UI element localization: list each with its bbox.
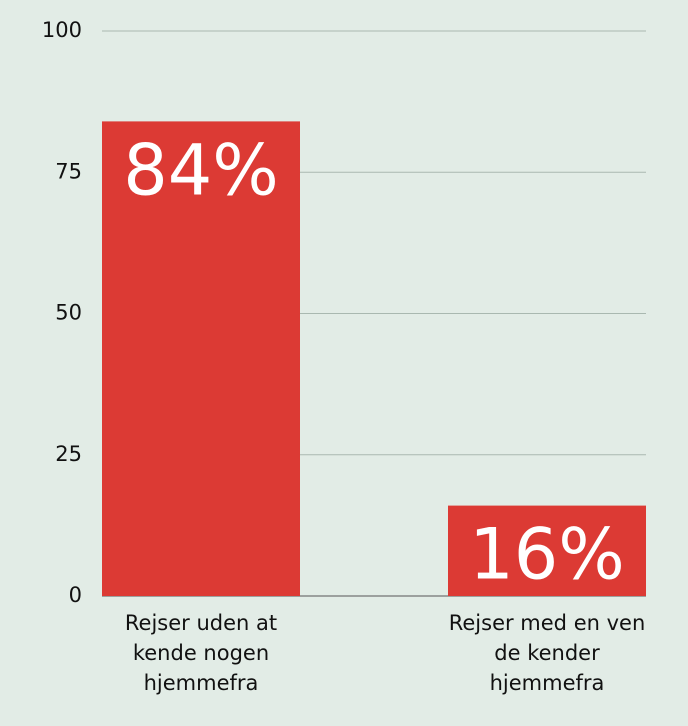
value-label: 16% [469, 514, 625, 596]
value-label: 84% [123, 129, 279, 211]
y-tick-label: 25 [55, 442, 82, 466]
y-tick-label: 50 [55, 301, 82, 325]
bar [102, 121, 300, 597]
y-tick-label: 0 [69, 583, 82, 607]
x-tick-label-box: Rejser uden at kende nogen hjemmefra [124, 611, 278, 695]
y-tick-label: 100 [42, 18, 82, 42]
bar [448, 505, 646, 596]
x-tick-label: Rejser uden at kende nogen hjemmefra [124, 611, 278, 695]
x-tick-label: Rejser med en ven de kender hjemmefra [448, 611, 646, 695]
x-tick-label-box: Rejser med en ven de kender hjemmefra [448, 611, 646, 695]
y-tick-label: 75 [55, 159, 82, 183]
